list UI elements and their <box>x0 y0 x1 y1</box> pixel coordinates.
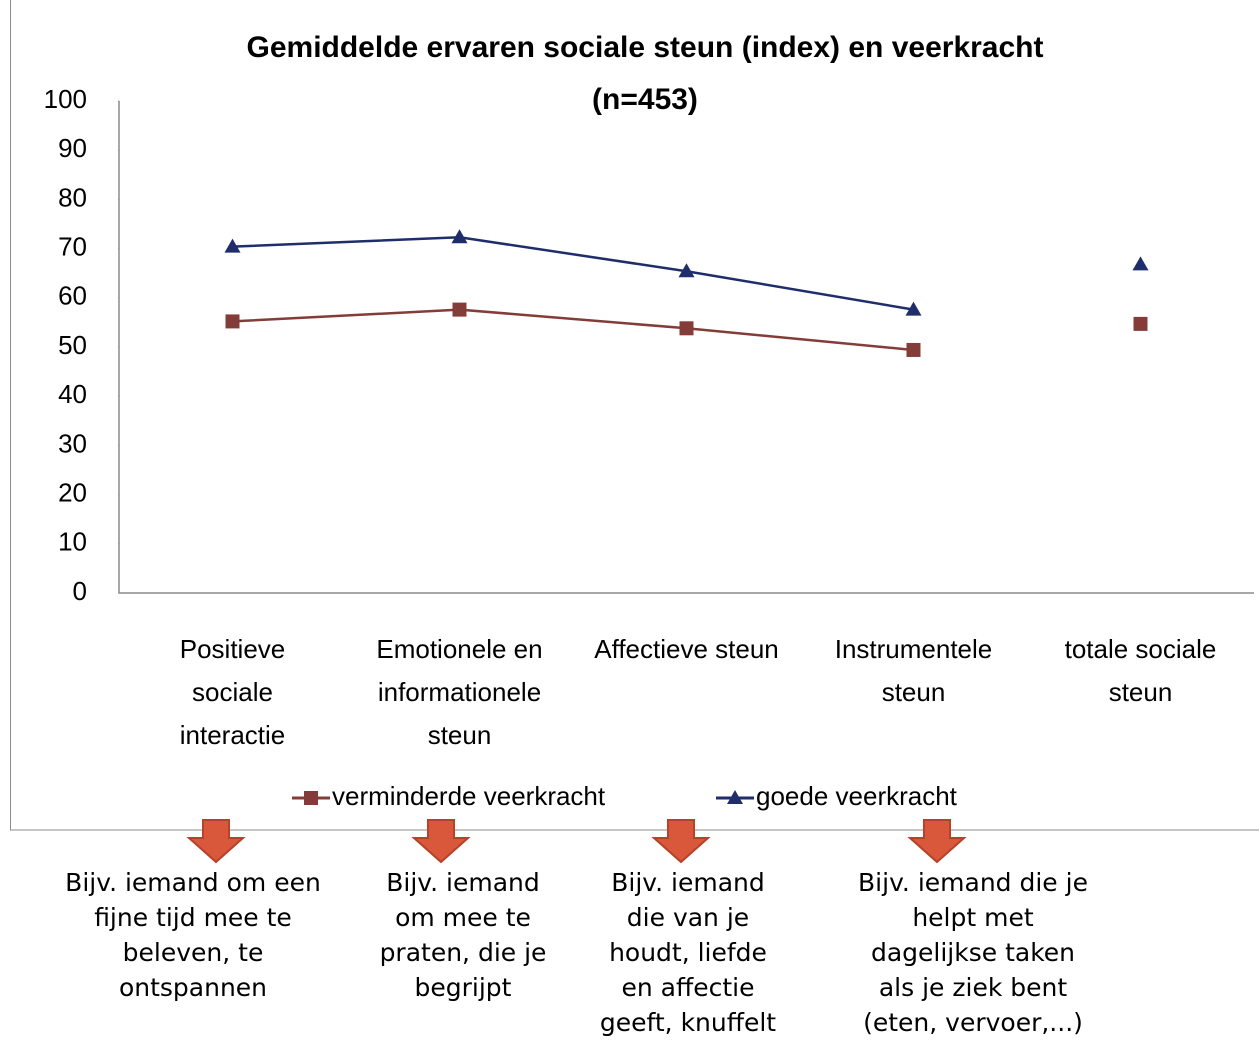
marker <box>224 238 241 253</box>
y-tick-label: 0 <box>73 576 87 606</box>
x-tick-label: Instrumentele steun <box>834 634 993 707</box>
y-tick-label: 60 <box>58 281 87 311</box>
y-tick-label: 90 <box>58 133 87 163</box>
arrow <box>907 819 967 864</box>
y-tick-label: 70 <box>58 231 87 261</box>
marker <box>451 229 468 244</box>
chart-border <box>10 0 1259 831</box>
marker <box>679 321 694 336</box>
marker <box>1132 256 1149 271</box>
y-tick-label: 80 <box>58 182 87 212</box>
annotation: Bijv. iemand om een fijne tijd mee te be… <box>65 868 321 1002</box>
legend-label: goede veerkracht <box>756 781 958 811</box>
marker <box>1133 316 1148 331</box>
arrow <box>411 819 471 864</box>
legend-label: verminderde veerkracht <box>332 781 606 811</box>
marker <box>905 301 922 316</box>
marker <box>225 314 240 329</box>
marker <box>678 263 695 278</box>
chart-title: Gemiddelde ervaren sociale steun (index)… <box>246 31 1044 116</box>
y-tick-label: 10 <box>58 527 87 557</box>
annotation: Bijv. iemand om mee te praten, die je be… <box>379 868 547 1002</box>
arrow <box>651 819 711 864</box>
y-tick-label: 30 <box>58 428 87 458</box>
series-line <box>232 308 914 352</box>
x-tick-label: totale sociale steun <box>1064 634 1217 707</box>
y-tick-label: 20 <box>58 477 87 507</box>
arrow <box>186 819 246 864</box>
annotation: Bijv. iemand die van je houdt, liefde en… <box>599 868 777 1037</box>
arrows <box>186 819 967 864</box>
y-tick-label: 100 <box>44 84 87 114</box>
x-tick-label: Emotionele en informationele steun <box>376 634 543 750</box>
legend-marker <box>304 791 318 805</box>
x-tick-label: Affectieve steun <box>594 634 779 664</box>
series-line <box>232 236 914 311</box>
marker <box>906 342 921 357</box>
y-tick-label: 50 <box>58 330 87 360</box>
annotation: Bijv. iemand die je helpt met dagelijkse… <box>858 868 1088 1037</box>
y-tick-label: 40 <box>58 379 87 409</box>
legend-marker <box>727 790 743 804</box>
x-tick-label: Positieve sociale interactie <box>179 634 286 750</box>
marker <box>452 302 467 317</box>
